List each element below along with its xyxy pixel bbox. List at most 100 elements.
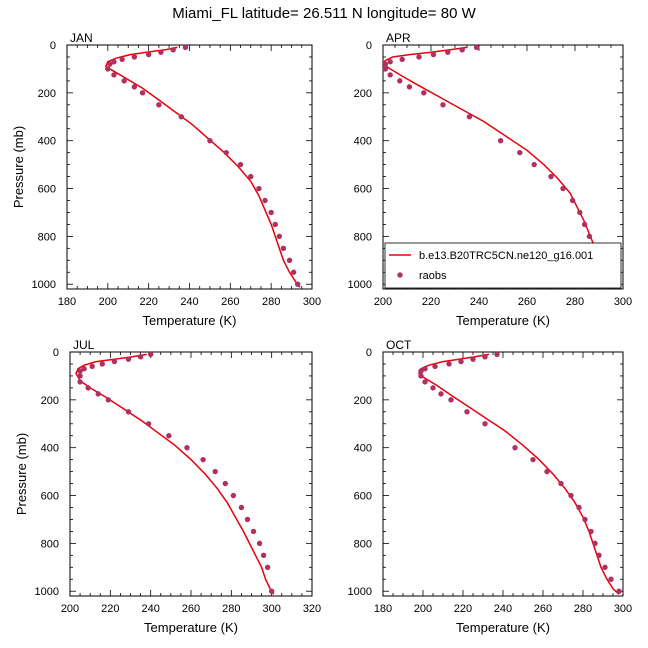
raobs-point: [473, 44, 480, 51]
y-tick-label: 800: [38, 231, 56, 243]
y-tick-label: 600: [354, 184, 372, 196]
y-tick-label: 200: [354, 395, 372, 407]
x-axis-title: Temperature (K): [144, 620, 238, 635]
raobs-point: [596, 552, 602, 559]
raobs-point: [430, 51, 437, 58]
model-profile-line: [418, 353, 620, 595]
y-tick-label: 0: [366, 40, 372, 52]
x-tick-label: 240: [470, 296, 488, 308]
raobs-point: [382, 61, 389, 67]
panel-label: JAN: [70, 31, 93, 45]
raobs-point: [438, 391, 444, 397]
raobs-point: [238, 504, 245, 511]
raobs-point: [512, 444, 518, 451]
raobs-point: [244, 516, 251, 523]
raobs-point: [158, 49, 164, 55]
raobs-point: [131, 54, 138, 60]
raobs-point: [99, 361, 105, 367]
y-axis-title: Pressure (mb): [11, 126, 26, 208]
x-tick-label: 260: [182, 603, 200, 615]
raobs-point: [616, 588, 622, 594]
raobs-point: [608, 576, 614, 582]
raobs-point: [458, 358, 464, 365]
model-profile-line: [104, 46, 301, 288]
raobs-point: [222, 480, 228, 487]
x-tick-label: 260: [221, 296, 239, 308]
x-tick-label: 300: [303, 296, 321, 308]
raobs-point: [399, 56, 405, 63]
raobs-point: [170, 47, 176, 53]
plot-area: [418, 351, 622, 595]
plot-frame: [66, 44, 313, 290]
raobs-point: [207, 137, 213, 144]
raobs-point: [256, 185, 262, 192]
x-tick-label: 200: [99, 296, 117, 308]
raobs-point: [497, 137, 504, 144]
raobs-point: [494, 351, 500, 358]
raobs-point: [200, 456, 206, 463]
panel-jan: JAN 180 200 220 240 260 280 300 0 200 400 600 800 100…: [11, 31, 321, 328]
raobs-point: [459, 47, 465, 53]
y-tick-label: 600: [38, 184, 56, 196]
panel-jul: JUL 200 220 240 260 280 300 320 0 200 400 600 800 100…: [14, 338, 321, 635]
raobs-point: [111, 358, 118, 365]
raobs-point: [406, 84, 413, 90]
raobs-point: [111, 59, 117, 65]
y-axis-title: Pressure (mb): [14, 433, 29, 515]
x-tick-label: 200: [61, 603, 79, 615]
raobs-point: [125, 409, 132, 415]
plot-area: [75, 351, 275, 595]
raobs-point: [577, 209, 583, 216]
y-tick-label: 600: [354, 491, 372, 503]
raobs-point: [268, 209, 274, 216]
raobs-point: [77, 373, 83, 379]
y-tick-label: 1000: [32, 279, 56, 291]
x-tick-label: 200: [374, 296, 392, 308]
raobs-point: [560, 185, 566, 192]
raobs-point: [145, 421, 152, 427]
x-tick-label: 280: [574, 603, 592, 615]
raobs-point: [260, 552, 267, 559]
raobs-point: [131, 84, 138, 90]
y-tick-label: 800: [41, 538, 59, 550]
plot-frame: [382, 351, 624, 597]
y-tick-label: 200: [354, 88, 372, 100]
raobs-point: [568, 492, 574, 499]
raobs-point: [264, 564, 271, 570]
y-tick-label: 1000: [35, 586, 59, 598]
raobs-point: [125, 356, 132, 362]
raobs-point: [184, 444, 190, 451]
raobs-point: [178, 114, 185, 120]
raobs-point: [139, 90, 146, 96]
raobs-point: [418, 373, 424, 379]
legend-obs-swatch: [397, 272, 403, 278]
raobs-point: [466, 114, 473, 120]
raobs-point: [544, 468, 550, 475]
x-tick-label: 300: [614, 603, 632, 615]
x-tick-label: 300: [614, 296, 632, 308]
raobs-point: [250, 528, 257, 535]
x-tick-label: 240: [180, 296, 198, 308]
raobs-point: [77, 379, 83, 385]
raobs-point: [256, 540, 263, 547]
x-tick-label: 180: [374, 603, 392, 615]
raobs-point: [230, 492, 237, 499]
raobs-point: [272, 221, 278, 228]
raobs-point: [121, 78, 127, 84]
raobs-point: [248, 173, 254, 180]
raobs-point: [77, 368, 83, 374]
y-tick-label: 1000: [348, 586, 372, 598]
raobs-point: [105, 66, 111, 72]
x-tick-label: 260: [534, 603, 552, 615]
raobs-point: [223, 149, 229, 156]
raobs-point: [446, 361, 452, 367]
raobs-point: [145, 51, 152, 58]
y-tick-label: 800: [354, 231, 372, 243]
raobs-point: [421, 90, 427, 96]
raobs-point: [558, 480, 564, 487]
raobs-point: [588, 528, 594, 535]
raobs-point: [268, 588, 275, 594]
raobs-point: [286, 257, 293, 263]
x-tick-label: 280: [566, 296, 584, 308]
